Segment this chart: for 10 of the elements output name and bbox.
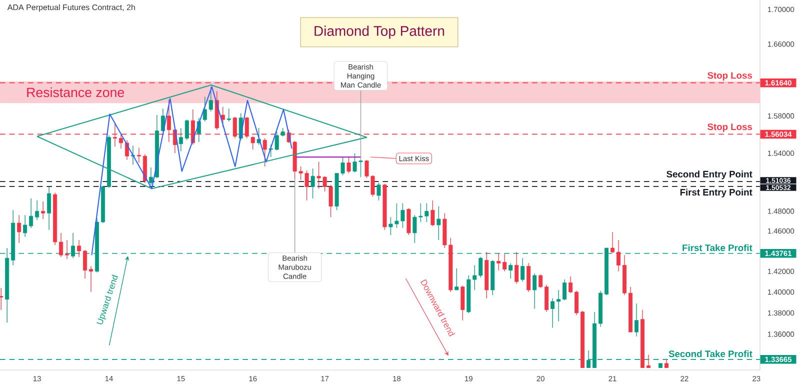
ref-line-label: First Entry Point [680,188,752,198]
ref-line-label: Second Take Profit [668,350,752,358]
ref-line-label: Stop Loss [708,124,752,132]
ref-line-label: Second Entry Point [666,170,752,180]
ref-line-label: First Take Profit [682,244,752,252]
chart-subtitle: ADA Perpetual Futures Contract, 2h [7,4,135,12]
annotation: Upward trend [96,274,118,324]
text: Diamond Top Pattern [314,26,444,39]
band-label: Resistance zone [27,87,124,98]
ref-line-label: Stop Loss [708,72,752,81]
